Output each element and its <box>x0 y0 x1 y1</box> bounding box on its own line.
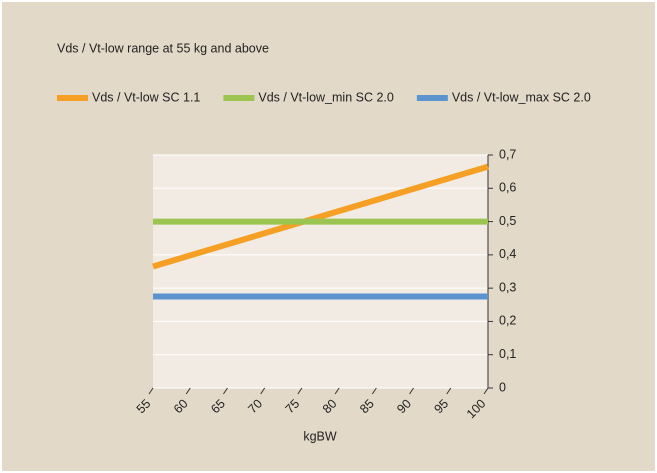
legend-swatch <box>57 95 88 101</box>
x-tick <box>446 387 452 395</box>
legend-label: Vds / Vt-low_min SC 2.0 <box>258 90 394 104</box>
y-tick-label: 0,7 <box>499 147 516 161</box>
y-tick-label: 0,6 <box>499 181 516 195</box>
y-tick-label: 0,1 <box>499 347 516 361</box>
y-tick-label: 0 <box>499 380 506 394</box>
legend-label: Vds / Vt-low SC 1.1 <box>92 90 200 104</box>
plot-area <box>153 155 488 388</box>
y-tick-label: 0,2 <box>499 314 516 328</box>
x-tick <box>409 387 414 395</box>
y-tick-label: 0,5 <box>499 214 516 228</box>
x-tick <box>185 387 191 395</box>
x-tick <box>371 387 377 395</box>
legend-label: Vds / Vt-low_max SC 2.0 <box>452 90 591 104</box>
x-tick <box>260 387 266 395</box>
chart-title: Vds / Vt-low range at 55 kg and above <box>57 41 269 55</box>
line <box>152 163 489 270</box>
x-axis-label: kgBW <box>303 429 337 443</box>
y-tick-label: 0,3 <box>499 280 516 294</box>
x-tick <box>483 387 489 395</box>
y-tick-label: 0,4 <box>499 247 516 261</box>
x-tick <box>223 387 228 395</box>
x-tick <box>148 387 154 395</box>
legend-swatch <box>223 95 255 101</box>
x-tick <box>297 387 303 395</box>
x-tick <box>334 387 340 395</box>
legend-swatch <box>416 95 448 101</box>
